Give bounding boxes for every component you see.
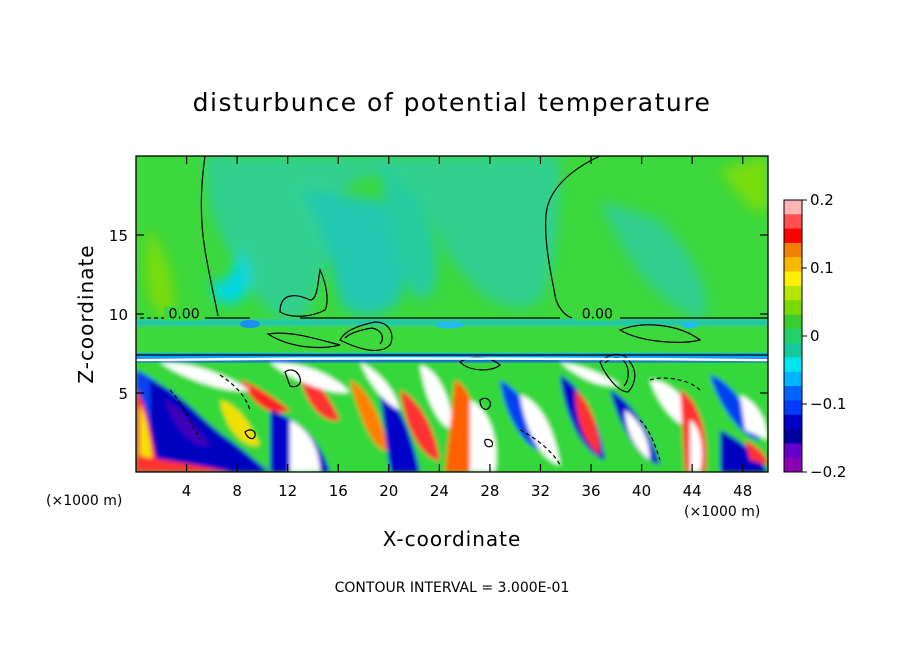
colorbar-tick-label: −0.1 xyxy=(810,395,846,413)
colorbar-ticks: 0.2 0.1 0 −0.1 −0.2 xyxy=(802,191,846,481)
colorbar-swatch xyxy=(784,429,802,444)
chart-title: disturbunce of potential temperature xyxy=(193,88,712,117)
x-tick-label: 8 xyxy=(232,482,242,500)
colorbar-swatch xyxy=(784,457,802,473)
y-axis-ticks: 5 10 15 xyxy=(109,227,768,403)
x-tick-label: 20 xyxy=(379,482,398,500)
colorbar xyxy=(783,199,803,473)
colorbar-swatch xyxy=(784,314,802,330)
x-tick-label: 40 xyxy=(632,482,651,500)
colorbar-swatch xyxy=(784,343,802,358)
colorbar-swatch xyxy=(784,214,802,230)
contour-labels: 0.00 0.00 xyxy=(164,306,618,323)
colorbar-tick-label: −0.2 xyxy=(810,463,846,481)
x-tick-label: 32 xyxy=(531,482,550,500)
x-axis-unit-left: (×1000 m) xyxy=(46,493,122,509)
x-tick-label: 12 xyxy=(278,482,297,500)
contour-interval-note: CONTOUR INTERVAL = 3.000E-01 xyxy=(335,580,570,596)
x-tick-label: 28 xyxy=(480,482,499,500)
colorbar-swatch xyxy=(784,371,802,387)
colorbar-swatch xyxy=(784,386,802,401)
x-tick-label: 24 xyxy=(430,482,449,500)
y-tick-label: 15 xyxy=(109,227,128,245)
x-axis-unit-right: (×1000 m) xyxy=(684,504,760,520)
colorbar-swatch xyxy=(784,257,802,273)
colorbar-swatch xyxy=(784,400,802,416)
colorbar-swatch xyxy=(784,300,802,316)
colorbar-swatch xyxy=(784,271,802,287)
contour-label-bg xyxy=(164,306,205,321)
x-tick-label: 44 xyxy=(683,482,702,500)
y-tick-label: 10 xyxy=(109,306,128,324)
y-axis-label: Z-coordinate xyxy=(74,244,98,383)
colorbar-swatch xyxy=(784,443,802,459)
colorbar-tick-label: 0.2 xyxy=(810,191,834,209)
x-axis-ticks: 4 8 12 16 20 24 28 32 36 40 44 48 xyxy=(182,156,752,500)
colorbar-swatch xyxy=(784,242,802,258)
contour-label: 0.00 xyxy=(582,307,613,323)
x-tick-label: 48 xyxy=(733,482,752,500)
colorbar-tick-label: 0.1 xyxy=(810,259,834,277)
colorbar-swatch xyxy=(784,285,802,301)
x-tick-label: 36 xyxy=(581,482,600,500)
plot-area xyxy=(136,156,768,472)
colorbar-swatch xyxy=(784,357,802,373)
contour-label: 0.00 xyxy=(168,307,199,323)
colorbar-swatch xyxy=(784,328,802,344)
x-axis-label: X-coordinate xyxy=(383,527,522,551)
colorbar-swatch xyxy=(784,414,802,430)
colorbar-swatch xyxy=(784,228,802,244)
x-tick-label: 4 xyxy=(182,482,192,500)
contour-label-bg xyxy=(577,306,618,321)
x-tick-label: 16 xyxy=(329,482,348,500)
y-tick-label: 5 xyxy=(118,385,128,403)
colorbar-swatch xyxy=(784,200,802,215)
colorbar-tick-label: 0 xyxy=(810,327,820,345)
